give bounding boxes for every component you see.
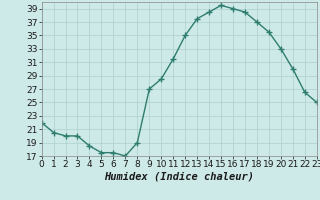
X-axis label: Humidex (Indice chaleur): Humidex (Indice chaleur) [104, 172, 254, 182]
